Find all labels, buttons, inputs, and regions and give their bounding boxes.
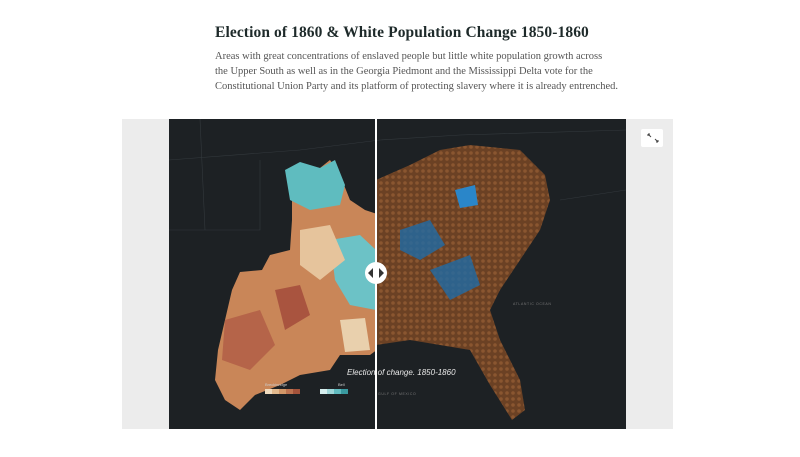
hex-bell xyxy=(400,220,445,260)
border xyxy=(169,160,261,231)
border xyxy=(168,129,627,161)
ocean-label: ATLANTIC OCEAN xyxy=(513,302,551,306)
swatch xyxy=(341,389,348,394)
expand-button[interactable] xyxy=(641,129,663,147)
swatch xyxy=(334,389,341,394)
description-line: Areas with great concentrations of ensla… xyxy=(215,51,603,62)
swatch xyxy=(320,389,327,394)
overlay-title: Election of change. 1850-1860 xyxy=(347,368,456,377)
region-dark xyxy=(275,285,310,330)
title: Election of 1860 & White Population Chan… xyxy=(215,24,589,41)
expand-icon xyxy=(647,133,659,143)
left-map xyxy=(215,160,376,410)
hex-bell xyxy=(455,185,478,208)
handle-arrows xyxy=(368,268,384,278)
legend-label: Bell xyxy=(338,382,345,387)
state-borders xyxy=(168,118,627,231)
swatch xyxy=(265,389,272,394)
map: Election of change. 1850-1860 Breckinrid… xyxy=(168,118,663,429)
compare-handle[interactable] xyxy=(365,262,387,284)
swatch xyxy=(293,389,300,394)
legend-swatches xyxy=(265,389,348,394)
handle-circle[interactable] xyxy=(365,262,387,284)
hex-bell xyxy=(430,255,480,300)
button-bg[interactable] xyxy=(641,129,663,147)
right-map xyxy=(376,145,550,420)
swatch xyxy=(272,389,279,394)
region-bell xyxy=(285,160,345,210)
border xyxy=(559,189,627,201)
description-line: the Upper South as well as in the Georgi… xyxy=(215,66,593,77)
map-frame: Election of change. 1850-1860 Breckinrid… xyxy=(122,118,673,429)
region-light xyxy=(300,225,345,280)
region-dark xyxy=(222,310,275,370)
description: Areas with great concentrations of ensla… xyxy=(215,49,618,94)
ocean-label: GULF OF MEXICO xyxy=(378,392,416,396)
region-light xyxy=(340,318,370,352)
swatch xyxy=(327,389,334,394)
description-line: Constitutional Union Party and its platf… xyxy=(215,81,618,92)
swatch xyxy=(286,389,293,394)
swatch xyxy=(279,389,286,394)
legend-label: Breckinridge xyxy=(265,382,288,387)
border xyxy=(199,118,206,231)
